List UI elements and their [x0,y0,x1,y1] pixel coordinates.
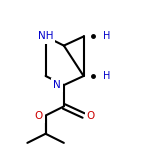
Text: O: O [87,111,95,121]
Text: N: N [53,80,61,90]
Text: O: O [34,111,43,121]
Text: NH: NH [38,31,53,41]
Text: H: H [103,71,111,81]
Text: H: H [103,31,111,41]
